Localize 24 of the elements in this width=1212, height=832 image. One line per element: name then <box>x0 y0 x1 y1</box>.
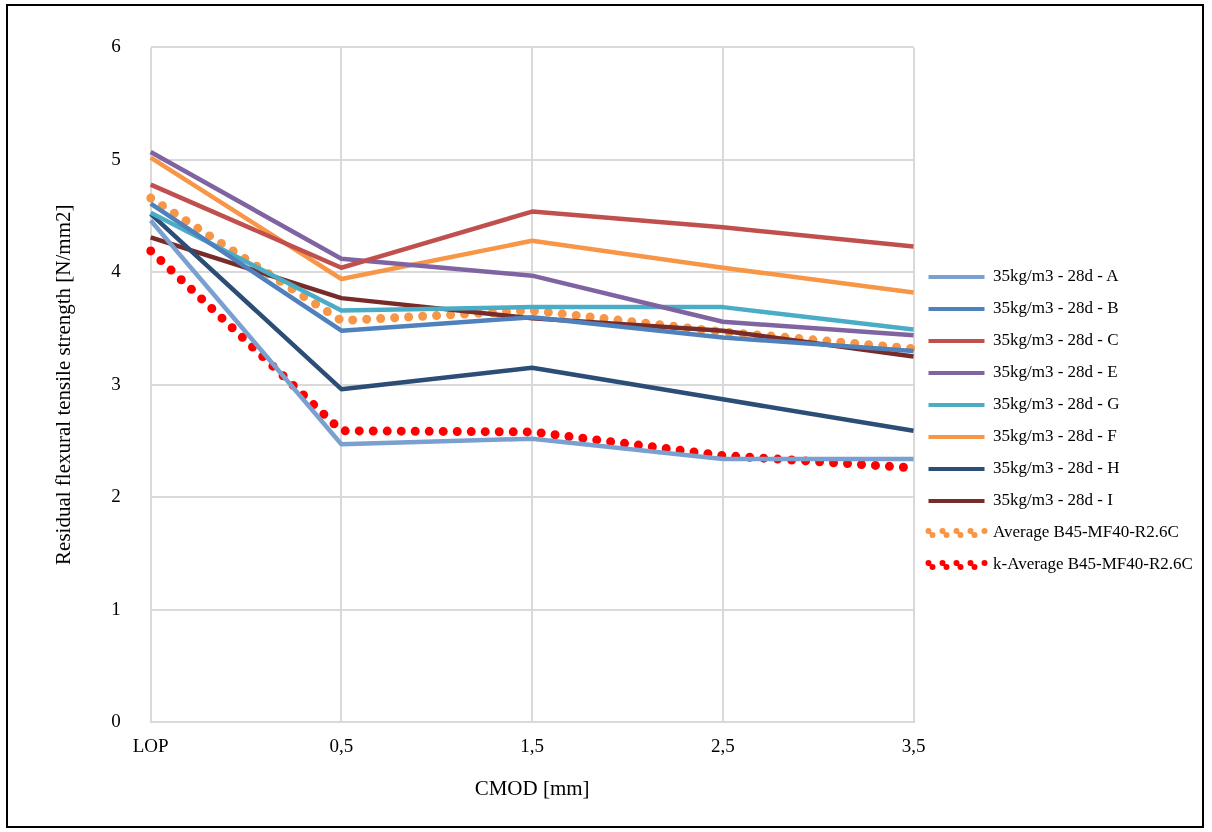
legend-label: 35kg/m3 - 28d - C <box>993 330 1119 350</box>
x-tick-label: LOP <box>132 735 169 757</box>
x-tick-label: 0,5 <box>329 735 354 757</box>
x-axis-title: CMOD [mm] <box>474 775 590 800</box>
legend-label: 35kg/m3 - 28d - F <box>993 426 1117 446</box>
legend-label: 35kg/m3 - 28d - H <box>993 458 1120 478</box>
y-tick-label: 3 <box>111 372 121 394</box>
x-tick-label: 3,5 <box>901 735 926 757</box>
legend-label: Average B45-MF40-R2.6C <box>993 522 1179 542</box>
legend-label: 35kg/m3 - 28d - A <box>993 266 1120 286</box>
y-tick-label: 5 <box>111 147 121 169</box>
legend-label: 35kg/m3 - 28d - G <box>993 394 1120 414</box>
legend-label: k-Average B45-MF40-R2.6C <box>993 554 1193 574</box>
y-tick-label: 2 <box>111 485 121 507</box>
x-tick-label: 1,5 <box>520 735 544 757</box>
y-tick-label: 0 <box>111 709 121 731</box>
y-tick-label: 6 <box>111 35 121 57</box>
legend-label: 35kg/m3 - 28d - B <box>993 298 1119 318</box>
y-axis-title: Residual flexural tensile strength [N/mm2] <box>51 204 76 565</box>
x-tick-label: 2,5 <box>710 735 735 757</box>
y-tick-label: 1 <box>111 597 121 619</box>
y-tick-label: 4 <box>111 260 122 282</box>
legend-label: 35kg/m3 - 28d - I <box>993 490 1114 510</box>
legend-label: 35kg/m3 - 28d - E <box>993 362 1118 382</box>
